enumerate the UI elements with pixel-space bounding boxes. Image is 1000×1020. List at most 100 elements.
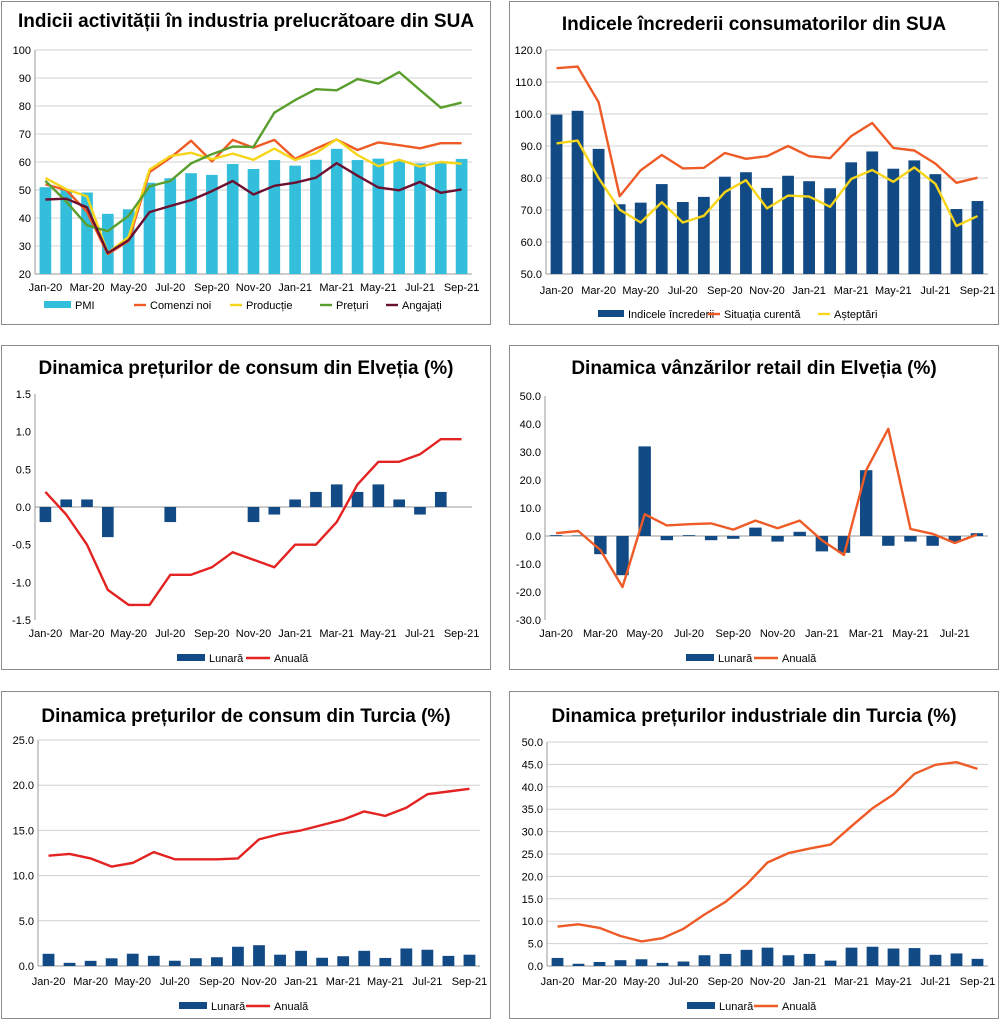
bar	[824, 188, 837, 274]
y-tick-label: 5.0	[528, 939, 543, 951]
x-tick-label: Mar-21	[849, 628, 884, 640]
x-tick-label: May-21	[892, 628, 929, 640]
bar	[247, 169, 260, 274]
x-tick-label: May-20	[110, 628, 147, 640]
y-tick-label: 20.0	[13, 780, 34, 792]
bar	[414, 163, 426, 274]
x-tick-label: May-21	[367, 976, 404, 988]
bar	[682, 535, 696, 536]
bar	[926, 536, 939, 546]
y-tick-label: 10.0	[13, 871, 34, 883]
legend-label: Prețuri	[336, 300, 368, 312]
bar	[908, 160, 921, 274]
y-tick-label: 25.0	[522, 849, 543, 861]
y-tick-label: 45.0	[522, 759, 543, 771]
y-tick-label: 20.0	[520, 475, 541, 487]
chart-swiss-retail: Dinamica vânzărilor retail din Elveția (…	[516, 358, 988, 665]
x-tick-label: May-21	[875, 285, 912, 297]
chart-title: Dinamica vânzărilor retail din Elveția (…	[571, 358, 936, 379]
x-tick-label: Mar-20	[582, 976, 617, 988]
x-tick-label: Sep-20	[707, 285, 742, 297]
bar	[358, 950, 371, 966]
chart-panel-swiss-cpi: Dinamica prețurilor de consum din Elveți…	[1, 345, 491, 670]
y-tick-label: 50.0	[521, 269, 542, 281]
bar	[660, 536, 674, 541]
x-tick-label: Jul-20	[160, 976, 190, 988]
bar	[81, 192, 93, 274]
bar	[740, 949, 753, 966]
series-line	[48, 787, 470, 868]
y-tick-label: 10.0	[522, 916, 543, 928]
y-tick-label: 80.0	[521, 173, 542, 185]
x-tick-label: Mar-21	[319, 282, 354, 294]
bar	[63, 962, 76, 966]
x-tick-label: Sep-20	[194, 628, 229, 640]
x-tick-label: Sep-20	[716, 628, 751, 640]
x-tick-label: Jan-20	[539, 628, 573, 640]
bar	[551, 957, 564, 966]
bar	[908, 948, 921, 966]
bar	[442, 955, 455, 966]
x-tick-label: Sep-21	[444, 282, 479, 294]
bar	[616, 536, 629, 576]
legend-label: Anuală	[782, 1001, 817, 1013]
x-tick-label: Sep-21	[444, 628, 479, 640]
bar	[434, 162, 447, 274]
y-tick-label: 100.0	[514, 109, 542, 121]
chart-title: Indicii activității în industria prelucr…	[18, 11, 474, 32]
bar	[656, 962, 669, 966]
y-tick-label: 0.0	[528, 961, 543, 973]
bar	[550, 114, 563, 274]
bar	[351, 491, 364, 507]
x-tick-label: Sep-21	[960, 285, 995, 297]
x-tick-label: Jan-21	[284, 976, 318, 988]
bar	[593, 961, 606, 966]
bar	[782, 955, 795, 966]
bar	[761, 947, 774, 966]
series-line	[45, 161, 462, 255]
bar	[39, 187, 52, 274]
x-tick-label: May-21	[360, 628, 397, 640]
bar	[845, 947, 858, 966]
x-tick-label: Jan-21	[793, 976, 827, 988]
bar	[105, 958, 118, 966]
bar	[253, 945, 265, 966]
bar	[455, 158, 468, 274]
bar	[164, 507, 177, 523]
bar	[310, 159, 322, 274]
chart-panel-us-consumer-confidence: Indicele încrederii consumatorilor din S…	[509, 1, 999, 325]
legend-label: Indicele încrederii	[628, 309, 714, 321]
x-tick-label: Jul-21	[921, 976, 951, 988]
y-tick-label: 70	[19, 129, 31, 141]
bar	[572, 535, 585, 536]
x-tick-label: Mar-21	[319, 628, 354, 640]
legend-label: Anuală	[782, 653, 817, 665]
legend-label: PMI	[75, 300, 95, 312]
bar	[950, 209, 963, 274]
y-tick-label: -0.5	[12, 540, 31, 552]
bar	[638, 446, 651, 536]
x-tick-label: Nov-20	[236, 282, 271, 294]
legend-swatch	[44, 301, 71, 308]
y-tick-label: 110.0	[515, 77, 542, 89]
legend-swatch	[687, 1002, 715, 1009]
series-line	[556, 65, 978, 198]
bar	[400, 948, 413, 966]
bar	[289, 165, 301, 274]
y-tick-label: 50.0	[520, 391, 541, 403]
bar	[866, 946, 879, 966]
x-tick-label: Nov-20	[760, 628, 795, 640]
bar	[463, 954, 476, 966]
y-tick-label: 35.0	[522, 804, 543, 816]
x-tick-label: May-20	[114, 976, 151, 988]
x-tick-label: Jan-20	[29, 628, 63, 640]
chart-panel-swiss-retail: Dinamica vânzărilor retail din Elveția (…	[509, 345, 999, 670]
x-tick-label: Nov-20	[236, 628, 271, 640]
bar	[824, 960, 837, 966]
bar	[697, 196, 710, 274]
x-tick-label: Jul-20	[674, 628, 704, 640]
y-tick-label: 60	[19, 157, 31, 169]
x-tick-label: Sep-20	[194, 282, 229, 294]
y-tick-label: -1.5	[12, 615, 31, 627]
x-tick-label: Jan-20	[29, 282, 63, 294]
